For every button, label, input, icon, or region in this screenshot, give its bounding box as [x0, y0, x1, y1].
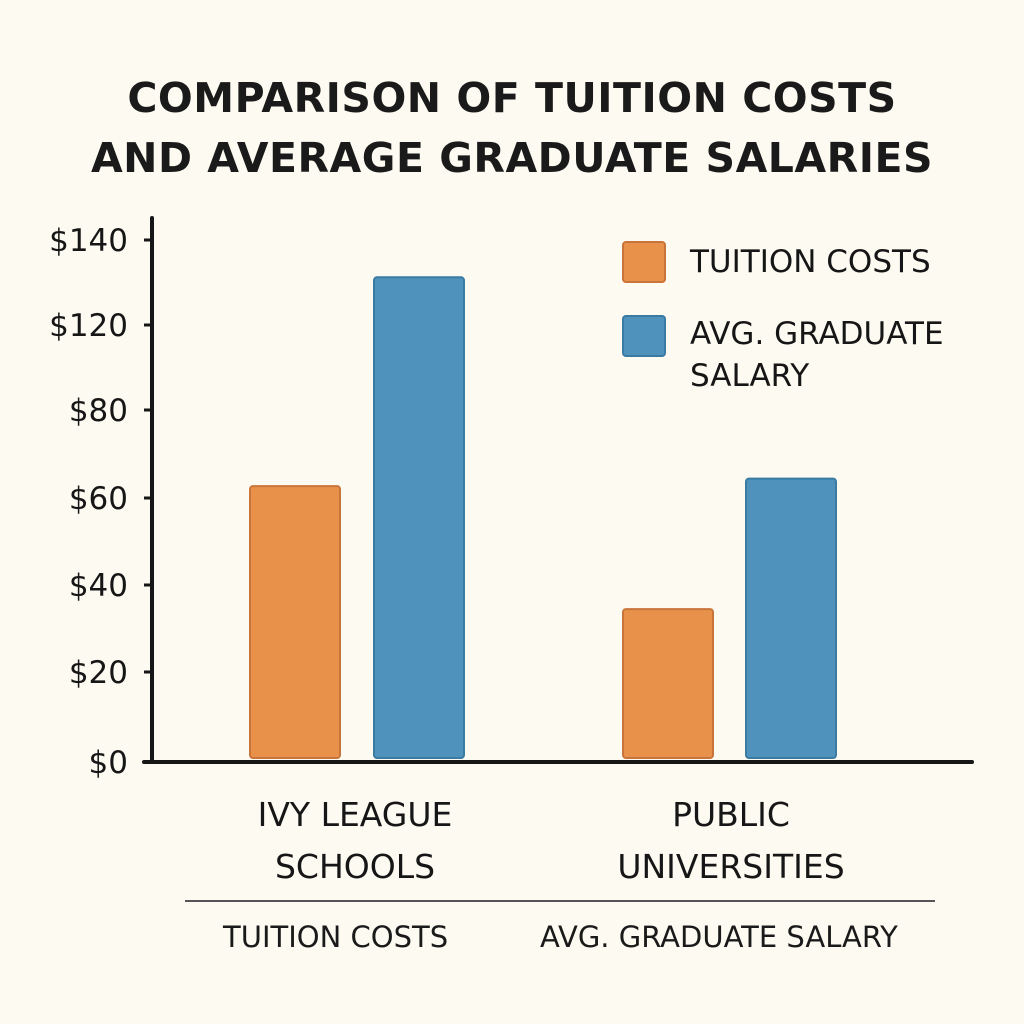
y-tick-label: $120	[49, 308, 128, 344]
category-label: SCHOOLS	[275, 847, 435, 886]
y-tick-label: $40	[69, 568, 128, 604]
legend-label-salary: SALARY	[690, 358, 809, 394]
footer-label-right: AVG. GRADUATE SALARY	[540, 920, 898, 954]
category-label: PUBLIC	[672, 795, 790, 834]
footer-label-left: TUITION COSTS	[223, 920, 449, 954]
bar-salary	[745, 477, 837, 759]
y-tick-label: $20	[69, 655, 128, 691]
legend-label-tuition: TUITION COSTS	[689, 244, 931, 280]
footer-divider	[185, 900, 935, 902]
category-label: IVY LEAGUE	[258, 795, 453, 834]
legend-swatch-salary	[622, 315, 666, 357]
bar-tuition	[249, 485, 341, 759]
category-label: UNIVERSITIES	[617, 847, 844, 886]
y-tick-label: $140	[49, 223, 128, 259]
y-tick-label: $0	[89, 745, 128, 781]
bar-salary	[373, 276, 465, 759]
chart-title-line-2: AND AVERAGE GRADUATE SALARIES	[90, 134, 934, 182]
legend-swatch-tuition	[622, 241, 666, 283]
bar-tuition	[622, 608, 714, 760]
chart-title-line-1: COMPARISON OF TUITION COSTS	[127, 74, 897, 122]
y-tick-label: $60	[69, 481, 128, 517]
legend-label-salary: AVG. GRADUATE	[690, 316, 944, 352]
y-tick-label: $80	[69, 393, 128, 429]
